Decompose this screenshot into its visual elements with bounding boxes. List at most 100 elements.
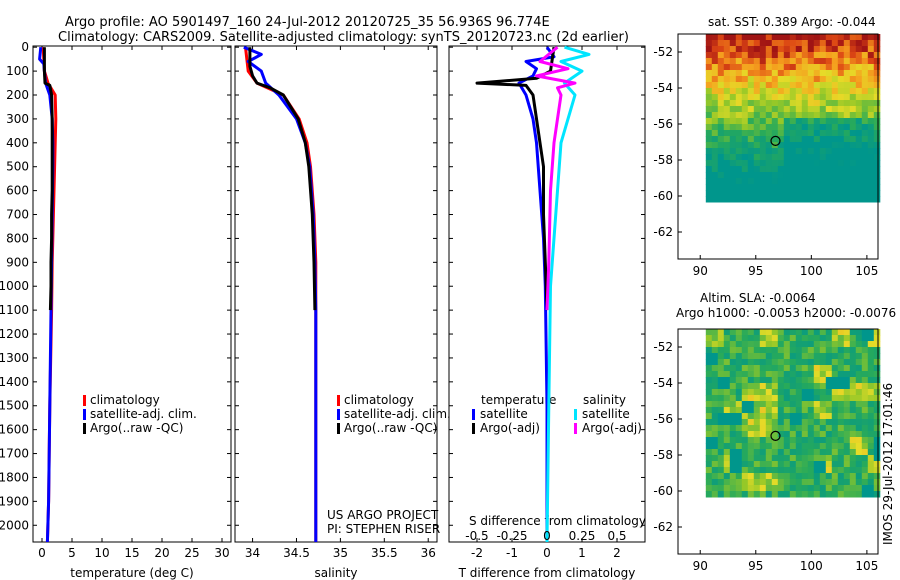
sst-map-cell xyxy=(717,148,725,155)
sst-map-cell xyxy=(831,130,839,137)
sst-map-cell xyxy=(843,184,851,191)
sst-map-cell xyxy=(777,178,785,185)
sla-map-cell xyxy=(747,407,755,414)
sst-map-cell xyxy=(813,70,821,77)
sst-map-cell xyxy=(753,178,761,185)
sla-map-cell xyxy=(765,353,773,360)
sla-map-cell xyxy=(789,359,797,366)
sst-map-cell xyxy=(801,46,809,53)
sst-map-cell xyxy=(831,196,839,203)
sla-map-cell xyxy=(789,491,797,498)
sla-map-cell xyxy=(783,485,791,492)
sst-map-cell xyxy=(717,154,725,161)
sst-map-cell xyxy=(813,40,821,47)
sst-map-cell xyxy=(807,142,815,149)
sla-map-cell xyxy=(837,341,845,348)
sla-map-cell xyxy=(729,353,737,360)
sla-map-cell xyxy=(783,407,791,414)
legend-header-salinity: salinity xyxy=(583,393,626,407)
sst-map-cell xyxy=(819,118,827,125)
sla-map-cell xyxy=(807,371,815,378)
sst-map-cell xyxy=(723,190,731,197)
sst-map-cell xyxy=(729,160,737,167)
sla-map-cell xyxy=(705,365,713,372)
sla-map-cell xyxy=(735,371,743,378)
sst-map-cell xyxy=(843,190,851,197)
sst-map-cell xyxy=(861,76,869,83)
temperature-profile-xtick-label: 20 xyxy=(154,546,169,560)
sst-map-cell xyxy=(717,88,725,95)
sst-map-cell xyxy=(723,88,731,95)
sst-map-cell xyxy=(765,82,773,89)
sst-map-cell xyxy=(873,76,881,83)
sst-map-cell xyxy=(723,106,731,113)
sst-map-cell xyxy=(855,94,863,101)
sst-map-cell xyxy=(843,154,851,161)
sst-map-cell xyxy=(873,196,881,203)
sla-map-cell xyxy=(861,473,869,480)
sst-map-cell xyxy=(807,136,815,143)
sla-map-cell xyxy=(789,425,797,432)
sla-map-cell xyxy=(753,347,761,354)
sla-map-cell xyxy=(873,491,881,498)
sst-map-cell xyxy=(867,142,875,149)
sla-map-cell xyxy=(717,443,725,450)
sst-map-cell xyxy=(819,190,827,197)
sla-map-cell xyxy=(813,491,821,498)
sst-map-cell xyxy=(861,82,869,89)
sst-map-cell xyxy=(795,64,803,71)
sst-map-cell xyxy=(735,100,743,107)
sst-map-cell xyxy=(861,178,869,185)
sla-map-cell xyxy=(711,485,719,492)
sst-map-cell xyxy=(783,82,791,89)
sst-map-cell xyxy=(867,46,875,53)
sla-map-cell xyxy=(705,449,713,456)
sla-map-cell xyxy=(819,431,827,438)
sst-map-cell xyxy=(735,160,743,167)
sst-map-cell xyxy=(759,64,767,71)
sla-map-cell xyxy=(711,449,719,456)
legend-swatch xyxy=(337,409,340,420)
sst-map-cell xyxy=(807,124,815,131)
sst-map-cell xyxy=(741,70,749,77)
sst-map-cell xyxy=(759,112,767,119)
sla-map-cell xyxy=(717,365,725,372)
sst-map-cell xyxy=(735,136,743,143)
sla-map-cell xyxy=(789,329,797,336)
salinity-annotation-line2: PI: STEPHEN RISER xyxy=(327,522,440,536)
sla-map-cell xyxy=(765,473,773,480)
sla-map-cell xyxy=(867,473,875,480)
sst-map-cell xyxy=(873,82,881,89)
sla-map-cell xyxy=(813,431,821,438)
sla-map-cell xyxy=(777,473,785,480)
sst-map-cell xyxy=(753,76,761,83)
sla-map-cell xyxy=(723,431,731,438)
legend-label: satellite-adj. clim. xyxy=(344,407,451,421)
sla-map-cell xyxy=(771,335,779,342)
sst-map-cell xyxy=(861,88,869,95)
sla-map-cell xyxy=(723,425,731,432)
sla-map-cell xyxy=(819,413,827,420)
sst-map-cell xyxy=(795,142,803,149)
sla-map-cell xyxy=(855,383,863,390)
sst-map-cell xyxy=(717,196,725,203)
sla-map-cell xyxy=(729,449,737,456)
sla-map-cell xyxy=(801,371,809,378)
sst-map-cell xyxy=(843,166,851,173)
sla-map-cell xyxy=(867,467,875,474)
sla-map-cell xyxy=(747,461,755,468)
sla-map-cell xyxy=(867,479,875,486)
sst-map-cell xyxy=(771,64,779,71)
sst-map-cell xyxy=(759,40,767,47)
sla-map-cell xyxy=(771,347,779,354)
sla-map-cell xyxy=(843,461,851,468)
sst-map-cell xyxy=(771,166,779,173)
sst-map-cell xyxy=(807,52,815,59)
depth-tick-label: 300 xyxy=(6,112,29,126)
sla-map-cell xyxy=(717,377,725,384)
sst-map-cell xyxy=(825,142,833,149)
sst-map-cell xyxy=(813,136,821,143)
sst-map-cell xyxy=(753,46,761,53)
sst-map-cell xyxy=(819,88,827,95)
sst-map-cell xyxy=(735,70,743,77)
